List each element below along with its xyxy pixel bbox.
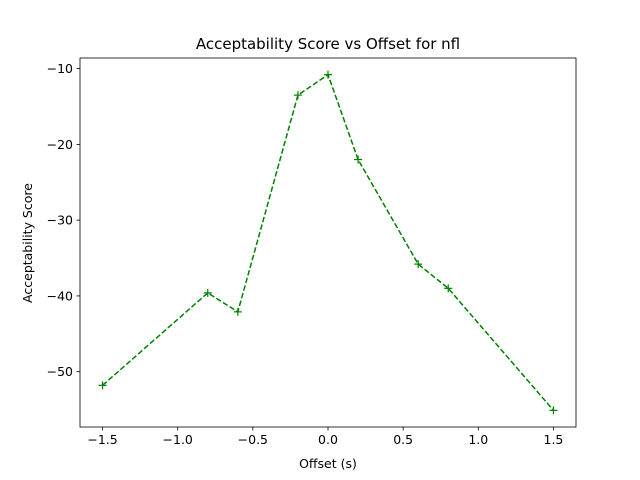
data-point-marker <box>414 260 423 269</box>
data-point-marker <box>354 155 363 164</box>
x-tick-label: 0.0 <box>318 432 338 447</box>
data-point-marker <box>98 381 107 390</box>
x-tick-label: −0.5 <box>238 432 268 447</box>
data-point-marker <box>233 307 242 316</box>
data-point-marker <box>324 70 332 79</box>
y-axis-label: Acceptability Score <box>20 183 35 303</box>
y-tick-label: −30 <box>47 213 73 228</box>
x-axis-label: Offset (s) <box>299 456 357 471</box>
y-axis-ticks: −10 −20 −30 −40 −50 <box>47 61 80 379</box>
data-point-marker <box>203 288 212 297</box>
series-layer <box>98 70 558 415</box>
y-tick-label: −20 <box>47 137 73 152</box>
y-tick-label: −10 <box>47 61 73 76</box>
x-axis-ticks: −1.5 −1.0 −0.5 0.0 0.5 1.0 1.5 <box>87 427 563 447</box>
data-point-marker <box>444 284 453 293</box>
x-tick-label: −1.5 <box>87 432 117 447</box>
chart-title: Acceptability Score vs Offset for nfl <box>196 35 460 53</box>
x-tick-label: 0.5 <box>393 432 413 447</box>
y-tick-label: −50 <box>47 364 73 379</box>
x-tick-label: 1.5 <box>544 432 564 447</box>
data-point-marker <box>293 91 302 100</box>
x-tick-label: 1.0 <box>468 432 488 447</box>
data-point-marker <box>549 406 558 415</box>
x-tick-label: −1.0 <box>163 432 193 447</box>
y-tick-label: −40 <box>47 288 73 303</box>
